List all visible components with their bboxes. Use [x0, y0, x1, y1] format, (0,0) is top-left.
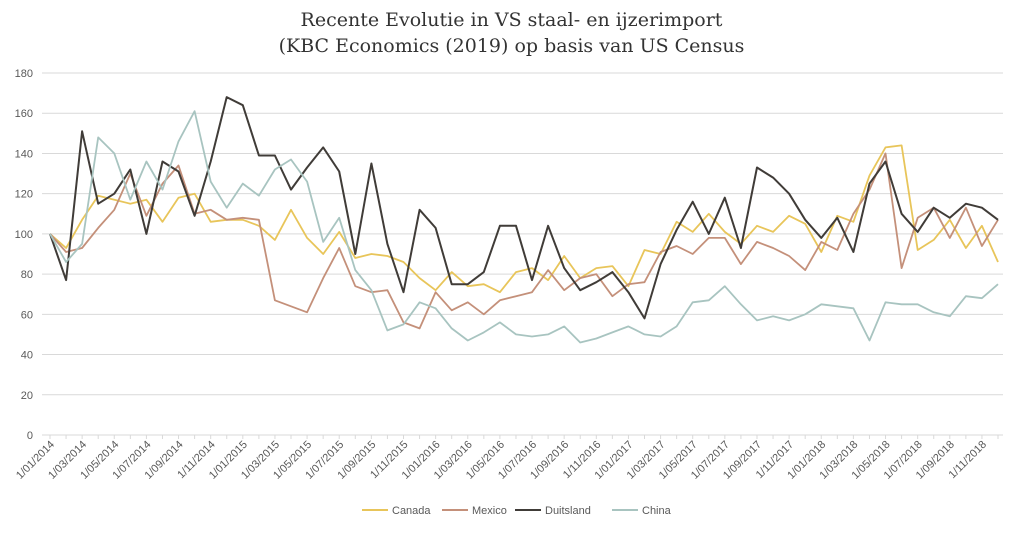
y-tick-label: 160 — [15, 108, 33, 120]
y-tick-label: 40 — [21, 350, 33, 362]
chart-subtitle: (KBC Economics (2019) op basis van US Ce… — [278, 35, 745, 57]
legend-label-canada: Canada — [392, 505, 431, 517]
series-line-china — [49, 110, 999, 344]
y-tick-label: 20 — [21, 390, 33, 402]
legend-label-china: China — [642, 505, 672, 517]
series-line-canada — [49, 144, 999, 294]
chart-title: Recente Evolutie in VS staal- en ijzerim… — [300, 9, 723, 31]
y-tick-label: 140 — [15, 148, 33, 160]
y-tick-label: 180 — [15, 68, 33, 80]
legend-label-mexico: Mexico — [472, 505, 507, 517]
y-tick-label: 100 — [15, 229, 33, 241]
series-line-mexico — [49, 152, 999, 330]
y-tick-label: 0 — [27, 430, 33, 442]
y-tick-label: 120 — [15, 189, 33, 201]
y-tick-label: 60 — [21, 309, 33, 321]
series-line-duitsland — [49, 96, 999, 320]
y-tick-label: 80 — [21, 269, 33, 281]
legend-label-duitsland: Duitsland — [545, 505, 591, 517]
